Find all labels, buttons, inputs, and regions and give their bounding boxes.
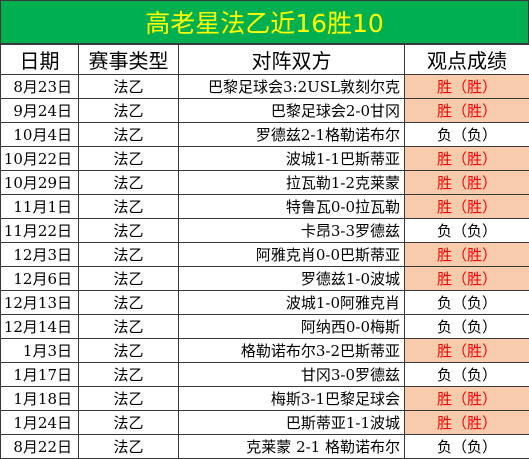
cell-view: 胜（胜）	[405, 267, 529, 291]
cell-competition: 法乙	[79, 435, 179, 459]
cell-competition: 法乙	[79, 291, 179, 315]
cell-competition: 法乙	[79, 99, 179, 123]
header-competition: 赛事类型	[79, 45, 179, 75]
cell-competition: 法乙	[79, 171, 179, 195]
cell-view: 胜（胜）	[405, 243, 529, 267]
cell-view: 负（负）	[405, 315, 529, 339]
cell-view: 胜（胜）	[405, 171, 529, 195]
cell-date: 1月3日	[1, 339, 79, 363]
results-table: 日期 赛事类型 对阵双方 观点成绩 8月23日法乙巴黎足球会3:2USL敦刻尔克…	[0, 44, 529, 459]
cell-competition: 法乙	[79, 219, 179, 243]
cell-competition: 法乙	[79, 363, 179, 387]
cell-date: 8月23日	[1, 75, 79, 99]
cell-view: 胜（胜）	[405, 147, 529, 171]
cell-competition: 法乙	[79, 243, 179, 267]
cell-competition: 法乙	[79, 75, 179, 99]
header-match: 对阵双方	[179, 45, 405, 75]
cell-match: 阿纳西0-0梅斯	[179, 315, 405, 339]
cell-date: 10月4日	[1, 123, 79, 147]
table-row: 1月3日法乙格勒诺布尔3-2巴斯蒂亚胜（胜）	[1, 339, 529, 363]
table-row: 9月24日法乙巴黎足球会2-0甘冈胜（胜）	[1, 99, 529, 123]
cell-view: 负（负）	[405, 363, 529, 387]
table-row: 8月22日法乙克莱蒙 2-1 格勒诺布尔负（负）	[1, 435, 529, 459]
cell-date: 11月22日	[1, 219, 79, 243]
table-row: 12月13日法乙波城1-0阿雅克肖负（负）	[1, 291, 529, 315]
table-row: 1月18日法乙梅斯3-1巴黎足球会胜（胜）	[1, 387, 529, 411]
cell-view: 负（负）	[405, 123, 529, 147]
cell-date: 10月29日	[1, 171, 79, 195]
cell-view: 负（负）	[405, 435, 529, 459]
cell-competition: 法乙	[79, 315, 179, 339]
cell-match: 巴黎足球会3:2USL敦刻尔克	[179, 75, 405, 99]
cell-date: 1月24日	[1, 411, 79, 435]
table-row: 12月6日法乙罗德兹1-0波城胜（胜）	[1, 267, 529, 291]
cell-match: 梅斯3-1巴黎足球会	[179, 387, 405, 411]
table-row: 11月22日法乙卡昂3-3罗德兹负（负）	[1, 219, 529, 243]
cell-match: 罗德兹2-1格勒诺布尔	[179, 123, 405, 147]
cell-date: 1月17日	[1, 363, 79, 387]
table-row: 12月3日法乙阿雅克肖0-0巴斯蒂亚胜（胜）	[1, 243, 529, 267]
sheet-title: 高老星法乙近16胜10	[0, 0, 529, 44]
table-row: 10月4日法乙罗德兹2-1格勒诺布尔负（负）	[1, 123, 529, 147]
cell-match: 甘冈3-0罗德兹	[179, 363, 405, 387]
cell-date: 8月22日	[1, 435, 79, 459]
table-row: 12月14日法乙阿纳西0-0梅斯负（负）	[1, 315, 529, 339]
cell-competition: 法乙	[79, 387, 179, 411]
cell-view: 胜（胜）	[405, 339, 529, 363]
cell-match: 阿雅克肖0-0巴斯蒂亚	[179, 243, 405, 267]
table-row: 10月29日法乙拉瓦勒1-2克莱蒙胜（胜）	[1, 171, 529, 195]
cell-view: 胜（胜）	[405, 387, 529, 411]
cell-match: 拉瓦勒1-2克莱蒙	[179, 171, 405, 195]
cell-date: 12月13日	[1, 291, 79, 315]
cell-competition: 法乙	[79, 195, 179, 219]
table-row: 10月22日法乙波城1-1巴斯蒂亚胜（胜）	[1, 147, 529, 171]
cell-competition: 法乙	[79, 147, 179, 171]
cell-view: 负（负）	[405, 291, 529, 315]
cell-date: 12月14日	[1, 315, 79, 339]
cell-view: 胜（胜）	[405, 99, 529, 123]
header-view: 观点成绩	[405, 45, 529, 75]
table-row: 1月24日法乙巴斯蒂亚1-1波城胜（胜）	[1, 411, 529, 435]
cell-competition: 法乙	[79, 267, 179, 291]
cell-date: 1月18日	[1, 387, 79, 411]
cell-match: 波城1-1巴斯蒂亚	[179, 147, 405, 171]
cell-date: 10月22日	[1, 147, 79, 171]
cell-competition: 法乙	[79, 123, 179, 147]
cell-match: 克莱蒙 2-1 格勒诺布尔	[179, 435, 405, 459]
header-row: 日期 赛事类型 对阵双方 观点成绩	[1, 45, 529, 75]
cell-view: 胜（胜）	[405, 411, 529, 435]
cell-view: 胜（胜）	[405, 195, 529, 219]
cell-match: 特鲁瓦0-0拉瓦勒	[179, 195, 405, 219]
cell-competition: 法乙	[79, 339, 179, 363]
table-row: 11月1日法乙特鲁瓦0-0拉瓦勒胜（胜）	[1, 195, 529, 219]
cell-date: 9月24日	[1, 99, 79, 123]
cell-competition: 法乙	[79, 411, 179, 435]
cell-match: 格勒诺布尔3-2巴斯蒂亚	[179, 339, 405, 363]
table-row: 8月23日法乙巴黎足球会3:2USL敦刻尔克胜（胜）	[1, 75, 529, 99]
cell-date: 12月3日	[1, 243, 79, 267]
cell-match: 巴斯蒂亚1-1波城	[179, 411, 405, 435]
cell-match: 卡昂3-3罗德兹	[179, 219, 405, 243]
table-row: 1月17日法乙甘冈3-0罗德兹负（负）	[1, 363, 529, 387]
cell-view: 胜（胜）	[405, 75, 529, 99]
cell-date: 11月1日	[1, 195, 79, 219]
cell-match: 巴黎足球会2-0甘冈	[179, 99, 405, 123]
cell-match: 罗德兹1-0波城	[179, 267, 405, 291]
cell-date: 12月6日	[1, 267, 79, 291]
cell-view: 负（负）	[405, 219, 529, 243]
header-date: 日期	[1, 45, 79, 75]
cell-match: 波城1-0阿雅克肖	[179, 291, 405, 315]
